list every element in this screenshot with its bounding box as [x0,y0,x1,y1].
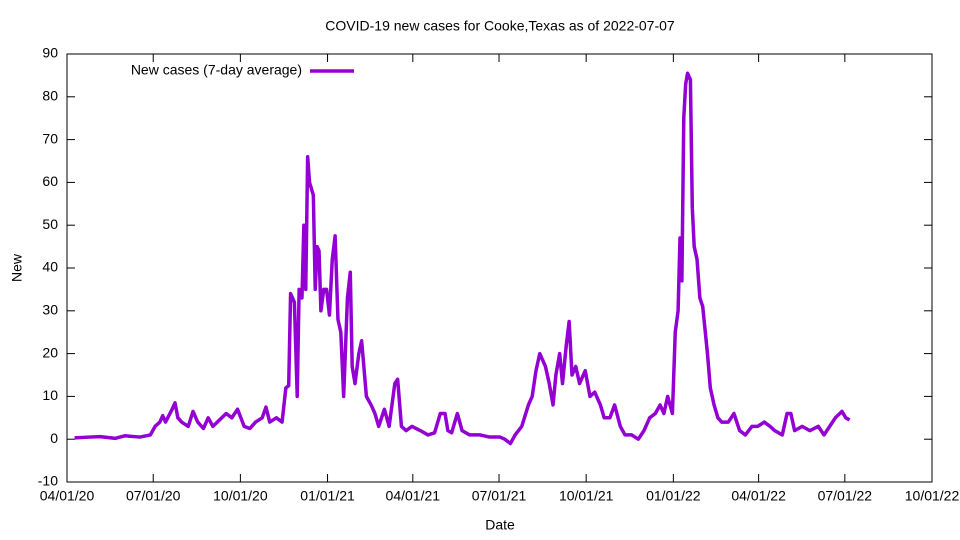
y-tick-label: 60 [42,173,58,189]
legend-label: New cases (7-day average) [131,62,302,78]
x-tick-label: 10/01/21 [559,488,614,504]
x-tick-label: 04/01/22 [731,488,786,504]
y-tick-label: -10 [38,473,58,489]
y-tick-label: 20 [42,344,58,360]
x-tick-label: 10/01/20 [213,488,268,504]
x-tick-label: 01/01/21 [300,488,355,504]
y-axis-label: New [9,253,25,282]
y-tick-label: 10 [42,387,58,403]
y-tick-label: 0 [50,430,58,446]
x-tick-label: 10/01/22 [905,488,960,504]
x-tick-label: 07/01/20 [126,488,181,504]
y-tick-label: 50 [42,216,58,232]
x-tick-label: 04/01/20 [40,488,95,504]
x-tick-label: 01/01/22 [646,488,701,504]
data-line [74,71,851,446]
x-tick-label: 07/01/21 [472,488,527,504]
x-tick-label: 04/01/21 [386,488,441,504]
y-tick-label: 90 [42,45,58,61]
y-tick-label: 80 [42,88,58,104]
x-tick-label: 07/01/22 [818,488,873,504]
chart-title: COVID-19 new cases for Cooke,Texas as of… [325,18,675,34]
y-tick-label: 40 [42,259,58,275]
y-tick-label: 30 [42,302,58,318]
x-axis-label: Date [485,517,515,533]
y-tick-label: 70 [42,130,58,146]
